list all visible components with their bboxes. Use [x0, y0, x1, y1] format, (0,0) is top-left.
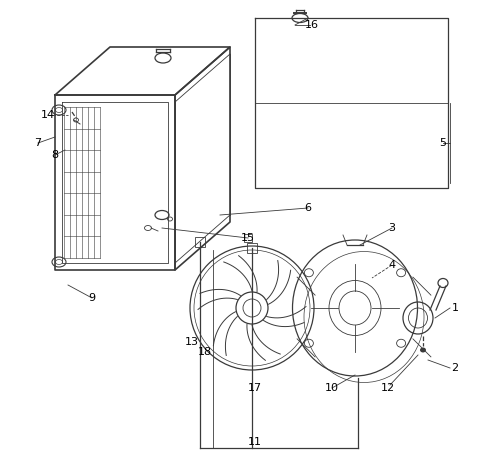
Text: 1: 1 — [452, 303, 458, 313]
Text: 12: 12 — [381, 383, 395, 393]
Text: 5: 5 — [440, 138, 446, 148]
Text: 2: 2 — [451, 363, 458, 373]
Text: 18: 18 — [198, 347, 212, 357]
Text: 13: 13 — [185, 337, 199, 347]
Bar — [244, 234, 252, 242]
Text: 7: 7 — [35, 138, 42, 148]
Text: 6: 6 — [304, 203, 312, 213]
Bar — [247, 243, 257, 253]
Text: 9: 9 — [88, 293, 96, 303]
Ellipse shape — [420, 347, 426, 353]
Text: 10: 10 — [325, 383, 339, 393]
Text: 3: 3 — [388, 223, 396, 233]
Text: 16: 16 — [305, 20, 319, 30]
Text: 4: 4 — [388, 260, 396, 270]
Text: 17: 17 — [248, 383, 262, 393]
Text: 14: 14 — [41, 110, 55, 120]
Bar — [195, 237, 205, 247]
Text: 15: 15 — [241, 233, 255, 243]
Text: 8: 8 — [51, 150, 59, 160]
Text: 11: 11 — [248, 437, 262, 447]
